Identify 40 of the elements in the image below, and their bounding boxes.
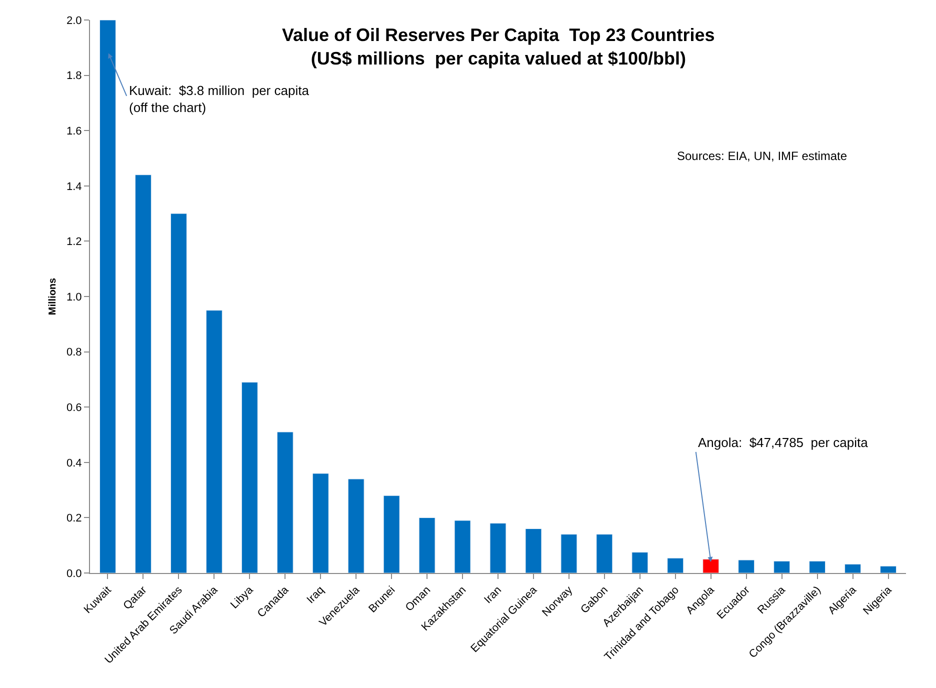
y-tick-label: 1.8 <box>66 70 82 82</box>
text: Value of Oil Reserves Per Capita Top 23 Countries (US$ millions per capita valued at $100/bbl) <box>282 25 715 68</box>
bar <box>100 20 116 573</box>
y-tick-label: 0.0 <box>66 568 82 580</box>
bar <box>134 174 152 573</box>
bar <box>774 560 790 573</box>
bar <box>348 478 364 573</box>
y-tick-label: 0.8 <box>66 346 82 359</box>
y-tick-label: 0.4 <box>66 457 82 470</box>
bar <box>241 382 258 573</box>
bar <box>632 552 648 573</box>
y-tick-label: 1.4 <box>66 180 82 193</box>
bar <box>667 558 684 573</box>
bar <box>170 213 187 573</box>
y-tick-label: 1.2 <box>66 236 82 248</box>
bar <box>312 473 329 573</box>
annotation: Sources: EIA, UN, IMF estimate <box>677 149 848 163</box>
y-tick-label: 0.6 <box>66 402 82 414</box>
bar <box>418 517 436 573</box>
y-tick-label: 1.6 <box>66 125 82 138</box>
bar <box>596 534 613 573</box>
annotation: Angola: $47,4785 per capita <box>698 435 869 450</box>
bar <box>276 432 294 573</box>
bar <box>560 534 578 573</box>
bar <box>880 566 896 573</box>
bar <box>738 560 755 573</box>
bar <box>383 495 400 573</box>
x-tick-label: Iran <box>482 584 504 606</box>
y-axis-title: Millions <box>48 277 59 316</box>
bar <box>525 528 542 573</box>
y-tick-label: 1.0 <box>66 291 82 304</box>
y-tick-label: 2.0 <box>66 14 82 27</box>
y-tick-label: 0.2 <box>66 512 82 525</box>
bar <box>844 564 862 573</box>
bar <box>454 520 471 573</box>
bar <box>702 558 720 573</box>
bar <box>809 560 826 573</box>
annotation: Kuwait: $3.8 million per capita (off the chart) <box>129 83 310 115</box>
bar <box>206 310 222 573</box>
bar <box>490 522 506 573</box>
